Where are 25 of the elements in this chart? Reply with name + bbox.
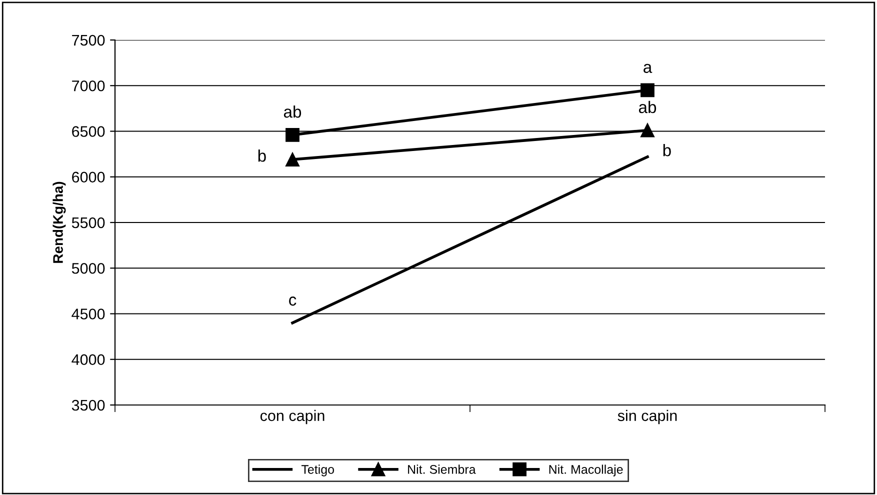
x-tick-label: sin capin <box>618 410 677 424</box>
legend-label: Nit. Siembra <box>408 464 476 474</box>
y-tick-label: 6000 <box>72 172 105 183</box>
y-tick-label: 6500 <box>72 126 105 137</box>
point <box>286 128 300 142</box>
y-tick-label: 4500 <box>72 308 105 320</box>
y-tick-label: 3500 <box>72 400 105 411</box>
y-tick-label: 7000 <box>72 80 105 92</box>
annotation: ab <box>638 100 656 114</box>
legend-label: Nit. Macollaje <box>549 464 623 476</box>
annotation: b <box>663 144 671 156</box>
legend-label: Tetigo <box>301 464 334 476</box>
annotation: a <box>644 64 652 74</box>
annotation: c <box>289 296 296 306</box>
point <box>640 83 654 98</box>
annotation: b <box>258 150 266 162</box>
y-axis-title: Rend(Kg/ha) <box>52 182 66 263</box>
annotation: ab <box>284 105 302 118</box>
point <box>640 123 654 138</box>
y-tick-label: 5000 <box>72 262 105 274</box>
y-tick-label: 7500 <box>72 34 105 46</box>
y-tick-label: 5500 <box>72 217 105 228</box>
point <box>286 152 300 166</box>
x-tick-label: con capin <box>260 410 324 424</box>
y-tick-label: 4000 <box>72 354 105 366</box>
